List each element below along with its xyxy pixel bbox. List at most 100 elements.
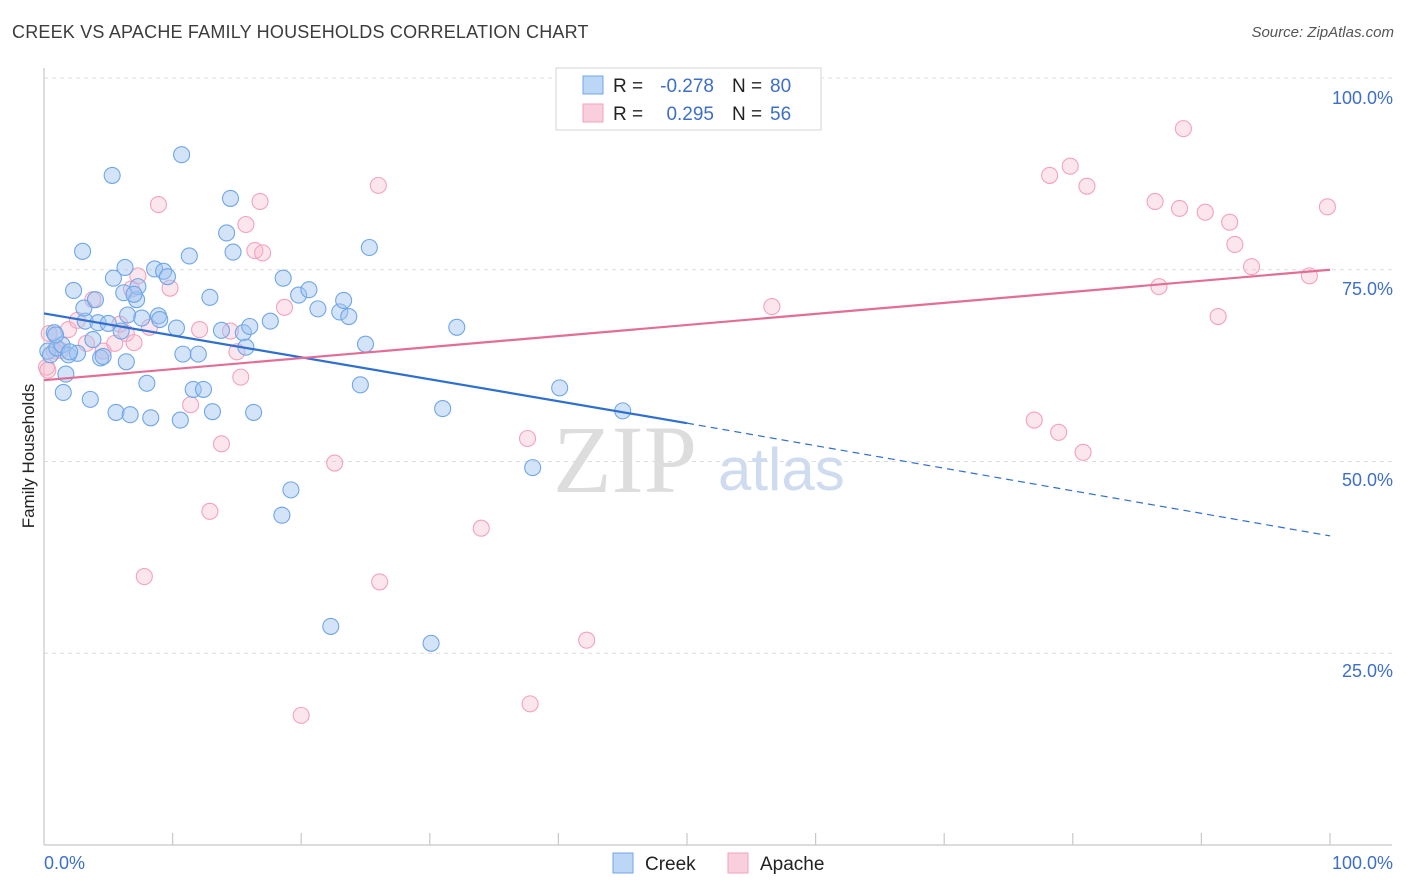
- apache-point-22: [201, 502, 219, 520]
- apache-point-55: [1243, 258, 1261, 276]
- apache-point-5: [59, 321, 77, 339]
- creek-point-77: [151, 311, 169, 329]
- apache-point-24: [221, 322, 240, 340]
- stats-legend-n-value-apache: 56: [770, 104, 791, 125]
- creek-point-69: [551, 379, 569, 397]
- apache-point-47: [1146, 192, 1164, 211]
- series-legend: Creek Apache: [612, 852, 824, 875]
- x-tick-label-0: 0.0%: [44, 853, 85, 873]
- creek-point-38: [180, 247, 198, 265]
- apache-point-53: [1221, 213, 1239, 231]
- apache-point-35: [371, 573, 389, 591]
- creek-point-10: [74, 242, 92, 260]
- creek-point-53: [274, 269, 292, 287]
- creek-point-35: [171, 411, 189, 429]
- creek-point-44: [218, 224, 236, 242]
- creek-point-21: [116, 258, 134, 276]
- apache-point-16: [135, 567, 153, 586]
- creek-trend-line: [43, 312, 688, 425]
- apache-point-50: [1174, 120, 1192, 138]
- apache-point-21: [191, 321, 209, 339]
- apache-point-46: [1078, 177, 1096, 195]
- creek-point-45: [221, 189, 240, 207]
- creek-point-26: [129, 278, 147, 296]
- x-minor-ticks: [172, 833, 1331, 845]
- apache-point-36: [472, 519, 490, 537]
- apache-point-33: [326, 454, 344, 472]
- apache-point-45: [1074, 443, 1092, 461]
- apache-point-48: [1150, 278, 1168, 296]
- grid-lines: [44, 77, 1392, 654]
- series-legend-swatch-creek: [612, 852, 634, 874]
- y-tick-label-100: 100.0%: [1332, 88, 1393, 108]
- creek-point-68: [524, 459, 542, 477]
- creek-trend-extension: [686, 422, 1331, 537]
- creek-point-62: [356, 335, 375, 353]
- apache-point-52: [1209, 307, 1227, 326]
- creek-point-16: [94, 347, 112, 365]
- stats-legend-n-value-creek: 80: [770, 76, 791, 97]
- apache-point-31: [275, 298, 294, 316]
- creek-point-47: [234, 324, 252, 342]
- stats-legend-r-value-creek: -0.278: [660, 76, 714, 97]
- apache-point-23: [212, 435, 231, 453]
- apache-point-26: [232, 368, 250, 386]
- chart-source: Source: ZipAtlas.com: [1251, 24, 1394, 41]
- creek-point-64: [351, 376, 369, 394]
- creek-point-52: [273, 506, 291, 524]
- chart-title: CREEK VS APACHE FAMILY HOUSEHOLDS CORREL…: [12, 22, 589, 42]
- apache-point-38: [521, 695, 539, 713]
- apache-point-2: [40, 324, 58, 342]
- creek-point-39: [184, 380, 202, 398]
- apache-trend-line: [43, 268, 1331, 382]
- creek-point-36: [173, 146, 191, 164]
- watermark-zip: ZIP: [553, 406, 697, 513]
- apache-point-44: [1061, 157, 1079, 175]
- apache-point-14: [125, 334, 143, 352]
- creek-point-37: [174, 345, 192, 363]
- creek-point-73: [86, 291, 104, 309]
- creek-point-76: [125, 285, 143, 303]
- creek-point-5: [54, 383, 72, 402]
- creek-point-57: [309, 300, 327, 318]
- watermark-atlas: atlas: [718, 436, 845, 503]
- creek-point-19: [107, 403, 125, 421]
- creek-point-54: [282, 481, 300, 499]
- creek-point-12: [81, 390, 99, 408]
- axes: [43, 68, 1392, 846]
- stats-legend-r-label-apache: R =: [613, 104, 643, 125]
- trend-lines: [43, 268, 1331, 537]
- y-tick-label-50: 50.0%: [1342, 470, 1393, 490]
- apache-point-32: [292, 706, 310, 724]
- apache-point-40: [763, 298, 781, 316]
- series-legend-swatch-apache: [727, 852, 749, 874]
- stats-legend-r-label-creek: R =: [613, 76, 643, 97]
- creek-point-42: [203, 403, 222, 421]
- apache-point-34: [369, 176, 387, 194]
- creek-point-13: [84, 330, 102, 349]
- apache-point-57: [1318, 198, 1336, 216]
- stats-legend-swatch-apache: [582, 103, 604, 123]
- creek-point-34: [167, 319, 186, 337]
- creek-point-23: [119, 306, 137, 324]
- y-tick-labels: 25.0% 50.0% 75.0% 100.0%: [1332, 88, 1393, 681]
- creek-points: [39, 146, 632, 652]
- creek-point-63: [360, 238, 378, 257]
- creek-point-41: [201, 288, 219, 306]
- x-tick-label-100: 100.0%: [1332, 853, 1393, 873]
- creek-point-22: [117, 353, 135, 371]
- creek-point-15: [92, 349, 110, 367]
- creek-point-67: [448, 318, 466, 336]
- apache-point-43: [1050, 423, 1068, 441]
- y-tick-label-75: 75.0%: [1342, 279, 1393, 299]
- watermark: ZIP atlas: [553, 406, 845, 513]
- creek-point-72: [75, 299, 93, 317]
- creek-point-58: [322, 617, 340, 635]
- creek-point-17: [103, 166, 121, 184]
- creek-point-46: [224, 243, 242, 261]
- apache-point-20: [182, 396, 200, 414]
- apache-point-29: [251, 192, 269, 211]
- creek-point-55: [290, 286, 308, 304]
- creek-point-33: [158, 268, 177, 286]
